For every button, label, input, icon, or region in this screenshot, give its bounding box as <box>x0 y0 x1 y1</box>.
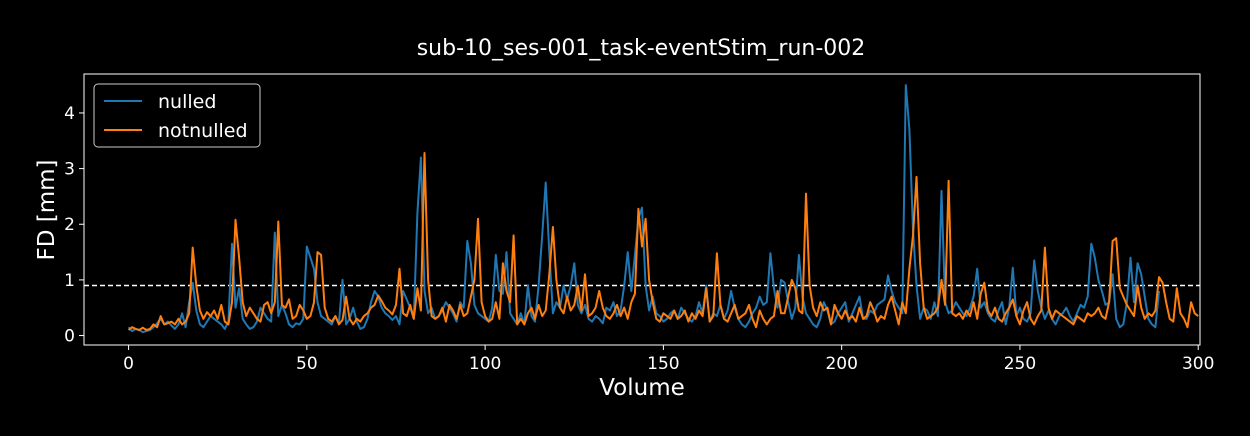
x-tick-label: 50 <box>296 354 318 374</box>
series-group <box>127 84 1199 334</box>
legend-label-nulled: nulled <box>158 91 216 113</box>
y-tick-label: 0 <box>64 327 75 347</box>
x-axis-label: Volume <box>599 375 685 401</box>
y-tick-label: 1 <box>64 271 75 291</box>
y-axis-label: FD [mm] <box>34 159 60 260</box>
x-tick-label: 200 <box>825 354 857 374</box>
axes-frame <box>83 73 1201 346</box>
y-tick-label: 2 <box>64 215 75 235</box>
x-tick-label: 0 <box>123 354 134 374</box>
legend-label-notnulled: notnulled <box>158 120 248 142</box>
chart-title: sub-10_ses-001_task-eventStim_run-002 <box>417 36 866 61</box>
x-axis-ticks: 0 50 100 150 200 250 300 <box>123 345 1214 374</box>
series-line-notnulled <box>127 152 1199 331</box>
x-tick-label: 150 <box>647 354 679 374</box>
plot-area: 0 50 100 150 200 250 300 0 1 2 3 4 <box>64 73 1214 374</box>
y-tick-label: 4 <box>64 104 75 124</box>
series-line-nulled <box>127 84 1160 334</box>
x-tick-label: 300 <box>1182 354 1214 374</box>
y-tick-label: 3 <box>64 160 75 180</box>
legend-box <box>93 83 261 148</box>
x-tick-label: 250 <box>1004 354 1036 374</box>
y-axis-ticks: 0 1 2 3 4 <box>64 104 84 347</box>
legend: nulled notnulled <box>93 83 261 148</box>
x-tick-label: 100 <box>469 354 501 374</box>
